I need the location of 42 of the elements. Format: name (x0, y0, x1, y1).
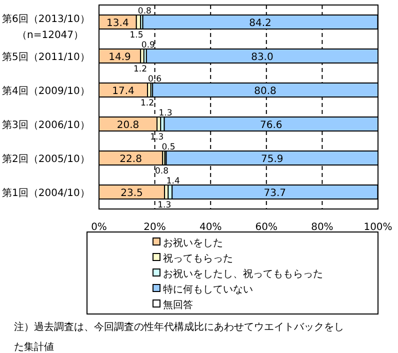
data-label: 0.6 (148, 74, 162, 84)
data-label: 1.3 (150, 132, 164, 142)
x-tick-label: 0% (91, 222, 107, 233)
data-label: 83.0 (251, 52, 274, 63)
legend-label: 祝ってもらった (163, 252, 233, 264)
data-label: 0.9 (141, 40, 155, 50)
legend-label: お祝いをした (163, 237, 223, 249)
x-tick-label: 20% (144, 222, 166, 233)
data-label: 17.4 (112, 86, 134, 97)
data-label: 22.8 (120, 154, 142, 165)
y-tick-label: 第4回（2009/10） (2, 85, 90, 97)
data-label: 1.2 (133, 64, 148, 74)
data-label: 1.3 (158, 200, 172, 210)
data-label: 73.7 (264, 188, 286, 199)
x-tick-label: 40% (199, 222, 222, 233)
data-label: 0.8 (138, 6, 152, 16)
data-label: 13.4 (106, 18, 129, 29)
data-label: 84.2 (249, 18, 272, 29)
legend-label: お祝いをしたし、祝ってももらった (163, 268, 323, 280)
data-label: 23.5 (120, 188, 143, 199)
text: 注）過去調査は、今回調査の性年代構成比にあわせてウエイトバックをした集計値 (14, 320, 344, 353)
x-tick-label: 100% (364, 222, 392, 233)
data-label: 1.4 (166, 176, 180, 186)
data-label: 75.9 (260, 154, 284, 165)
y-tick-label: 第5回（2011/10） (2, 51, 90, 63)
x-tick-label: 60% (255, 222, 278, 233)
legend-label: 無回答 (163, 299, 193, 311)
data-label: 1.2 (140, 98, 154, 108)
data-label: 1.5 (130, 30, 144, 40)
y-tick-label: 第2回（2005/10） (2, 153, 90, 165)
data-label: 76.6 (260, 120, 282, 131)
data-label: 1.3 (158, 108, 172, 118)
y-tick-label: 第6回（2013/10）（n=12047） (2, 13, 90, 41)
data-label: 0.8 (154, 166, 168, 176)
y-tick-label: 第1回（2004/10） (2, 187, 90, 199)
data-label: 80.8 (254, 86, 276, 97)
x-tick-label: 80% (311, 222, 334, 233)
data-label: 20.8 (116, 120, 140, 131)
data-label: 0.5 (162, 142, 176, 152)
data-label: 14.9 (108, 52, 131, 63)
legend-label: 特に何もしていない (163, 284, 253, 296)
y-tick-label: 第3回（2006/10） (2, 119, 90, 131)
